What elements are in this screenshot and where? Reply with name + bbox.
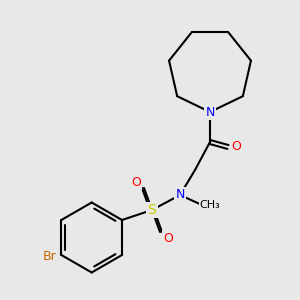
Text: N: N [205,106,215,118]
Text: N: N [175,188,185,202]
Text: O: O [231,140,241,154]
Text: S: S [148,203,156,217]
Text: Br: Br [43,250,56,263]
Text: O: O [131,176,141,188]
Text: O: O [163,232,173,244]
Text: CH₃: CH₃ [200,200,220,210]
